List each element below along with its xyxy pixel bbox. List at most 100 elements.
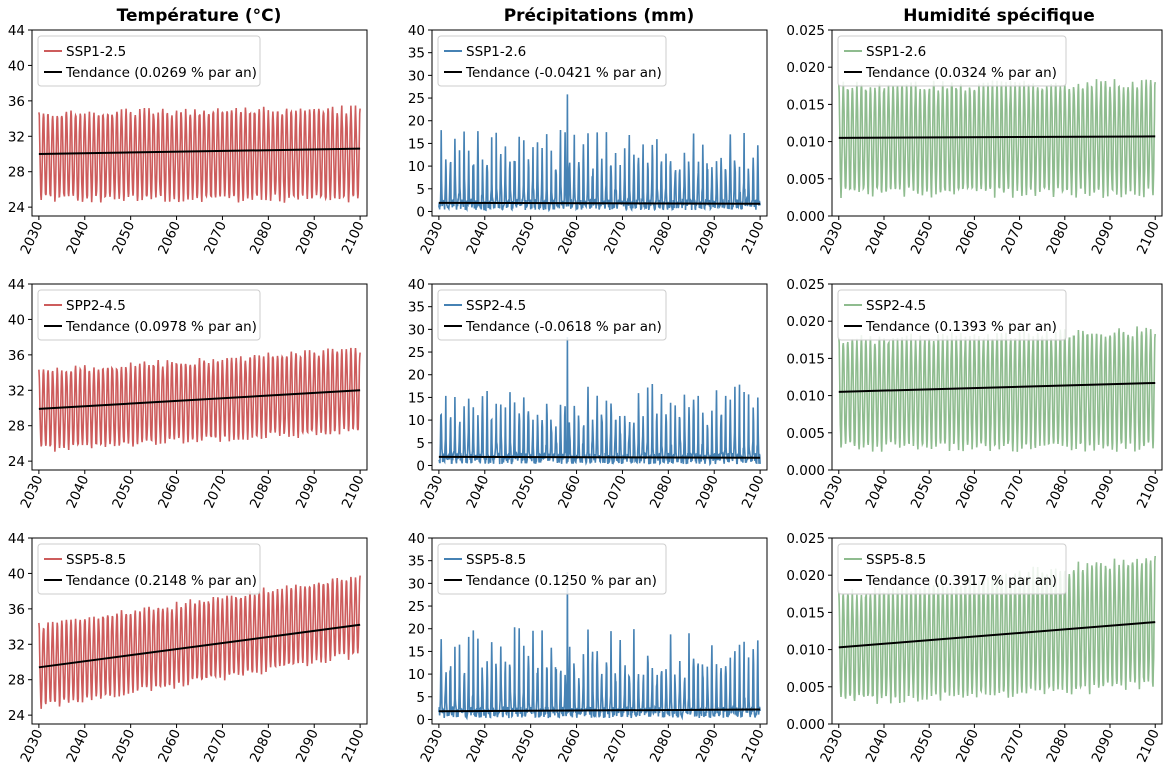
y-tick-label: 40 — [408, 23, 425, 39]
plot-area — [438, 571, 761, 721]
y-tick-label: 20 — [408, 114, 425, 130]
y-tick-label: 32 — [8, 129, 25, 145]
y-tick-label: 0.015 — [786, 605, 825, 621]
column-title-humidity: Humidité spécifique — [903, 6, 1095, 26]
legend-box — [837, 289, 1067, 341]
y-tick-label: 25 — [408, 599, 425, 615]
y-tick-label: 15 — [408, 390, 425, 406]
legend-box — [37, 35, 261, 87]
legend-box — [837, 543, 1067, 595]
plot-area — [38, 575, 361, 709]
plot-area — [438, 94, 761, 213]
legend-label-trend: Tendance (0.0978 % par an) — [65, 319, 257, 335]
y-tick-label: 36 — [8, 602, 25, 618]
legend-box — [437, 289, 667, 341]
column-title-precipitation: Précipitations (mm) — [504, 6, 695, 26]
trend-line — [38, 389, 361, 410]
y-tick-label: 25 — [408, 91, 425, 107]
legend-label-series: SSP1-2.5 — [66, 44, 126, 60]
y-tick-label: 40 — [408, 531, 425, 547]
legend-label-trend: Tendance (-0.0618 % par an) — [465, 319, 662, 335]
axes-frame — [431, 29, 768, 217]
plot-area — [38, 105, 361, 203]
y-tick-label: 35 — [408, 46, 425, 62]
y-tick-label: 44 — [8, 531, 25, 547]
legend-label-series: SSP1-2.6 — [466, 44, 526, 60]
y-tick-label: 0.025 — [786, 23, 825, 39]
y-tick-label: 44 — [8, 23, 25, 39]
axes-frame — [31, 283, 368, 471]
y-tick-label: 0.000 — [786, 717, 825, 733]
y-tick-label: 32 — [8, 637, 25, 653]
legend-label-series: SSP5-8.5 — [466, 552, 526, 568]
y-tick-label: 0.010 — [786, 643, 825, 659]
legend-box — [437, 543, 667, 595]
trend-line — [838, 135, 1156, 139]
y-tick-label: 28 — [8, 673, 25, 689]
series-line-ssp1-2.6 — [438, 94, 761, 213]
y-tick-label: 30 — [408, 68, 425, 84]
legend-label-trend: Tendance (0.3917 % par an) — [865, 573, 1057, 589]
legend-box — [37, 289, 261, 341]
axes-frame — [31, 29, 368, 217]
y-tick-label: 40 — [8, 312, 25, 328]
y-tick-label: 30 — [408, 322, 425, 338]
axes-frame — [831, 283, 1163, 471]
y-tick-label: 28 — [8, 419, 25, 435]
legend-label-trend: Tendance (0.0324 % par an) — [865, 65, 1057, 81]
trend-line — [438, 201, 761, 205]
axes-frame — [431, 283, 768, 471]
y-tick-label: 0.015 — [786, 351, 825, 367]
axes-frame — [431, 537, 768, 725]
y-tick-label: 30 — [408, 576, 425, 592]
y-tick-label: 32 — [8, 383, 25, 399]
y-tick-label: 0.005 — [786, 426, 825, 442]
y-tick-label: 44 — [8, 277, 25, 293]
plot-area — [38, 347, 361, 452]
y-tick-label: 5 — [416, 182, 425, 198]
trend-line — [438, 455, 761, 459]
plot-area — [438, 337, 761, 467]
y-tick-label: 24 — [8, 200, 25, 216]
y-tick-label: 5 — [416, 690, 425, 706]
y-tick-label: 0.015 — [786, 97, 825, 113]
y-tick-label: 20 — [408, 368, 425, 384]
trend-line — [38, 147, 361, 155]
legend-label-series: SPP2-4.5 — [66, 298, 126, 314]
y-tick-label: 24 — [8, 708, 25, 724]
legend-label-series: SSP5-8.5 — [866, 552, 926, 568]
y-tick-label: 40 — [408, 277, 425, 293]
y-tick-label: 40 — [8, 58, 25, 74]
axes-frame — [831, 29, 1163, 217]
legend-label-trend: Tendance (0.1393 % par an) — [865, 319, 1057, 335]
y-tick-label: 0 — [416, 204, 425, 220]
trend-line — [38, 623, 361, 669]
legend-label-series: SSP5-8.5 — [66, 552, 126, 568]
legend-box — [837, 35, 1067, 87]
legend-label-trend: Tendance (-0.0421 % par an) — [465, 65, 662, 81]
y-tick-label: 25 — [408, 345, 425, 361]
y-tick-label: 0.005 — [786, 172, 825, 188]
axes-frame — [31, 537, 368, 725]
y-tick-label: 36 — [8, 348, 25, 364]
y-tick-label: 15 — [408, 644, 425, 660]
y-tick-label: 0.025 — [786, 531, 825, 547]
legend-box — [437, 35, 667, 87]
column-title-temperature: Température (°C) — [117, 6, 282, 26]
series-line-ssp5-8.5 — [38, 575, 361, 709]
y-tick-label: 40 — [8, 566, 25, 582]
y-tick-label: 15 — [408, 136, 425, 152]
y-tick-label: 24 — [8, 454, 25, 470]
y-tick-label: 28 — [8, 165, 25, 181]
y-tick-label: 0.020 — [786, 60, 825, 76]
y-tick-label: 35 — [408, 554, 425, 570]
y-tick-label: 20 — [408, 622, 425, 638]
y-tick-label: 0.000 — [786, 463, 825, 479]
y-tick-label: 36 — [8, 94, 25, 110]
